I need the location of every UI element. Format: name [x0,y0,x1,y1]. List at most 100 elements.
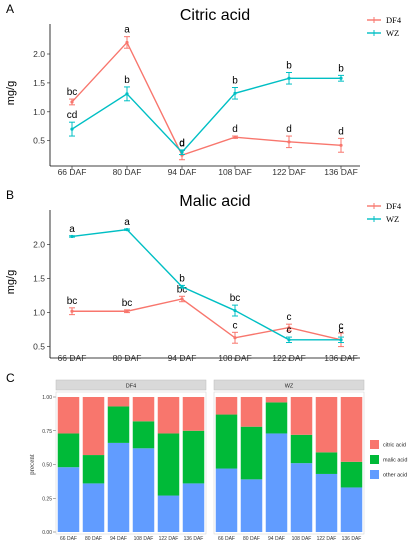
bar-segment-malic [57,433,80,468]
data-point [339,76,343,80]
x-tick-label: 108 DAF [218,167,252,177]
data-point [180,150,184,154]
bar-segment-malic [215,414,238,469]
significance-letter: c [233,320,238,331]
bar-segment-citric [82,397,105,456]
legend-swatch [370,470,379,479]
y-tick-label: 1.5 [33,78,45,88]
facet-strip [55,379,207,391]
bar-segment-other [290,463,313,532]
x-tick-label: 108 DAF [134,536,154,542]
x-tick-label: 66 DAF [58,167,87,177]
data-point [339,143,343,147]
legend-label: DF4 [386,15,402,25]
bar-segment-citric [290,397,313,435]
data-point [70,127,74,131]
x-tick-label: 122 DAF [272,353,306,363]
bar-segment-citric [107,397,130,407]
bar-segment-malic [265,402,288,434]
significance-letter: a [124,217,130,228]
bar-segment-citric [157,397,180,434]
bar-segment-malic [290,434,313,464]
significance-letter: d [232,124,238,135]
significance-letter: c [287,312,292,323]
data-point [180,285,184,289]
bar-segment-other [315,473,338,532]
bar-segment-other [82,483,105,532]
significance-letter: d [338,126,344,137]
data-point [233,336,237,340]
x-tick-label: 94 DAF [268,536,285,542]
x-tick-label: 94 DAF [110,536,127,542]
bar-segment-citric [182,397,205,431]
significance-letter: bc [230,293,241,304]
data-point [125,309,129,313]
panel-letter: C [6,371,15,385]
facet-strip [213,379,365,391]
bar-segment-citric [265,397,288,403]
x-tick-label: 94 DAF [168,353,197,363]
bar-segment-malic [182,430,205,484]
x-tick-label: 80 DAF [85,536,102,542]
data-point [233,91,237,95]
bar-segment-other [215,468,238,532]
x-tick-label: 108 DAF [292,536,312,542]
bar-segment-citric [315,397,338,453]
y-tick-label: 0.00 [42,530,52,536]
bar-segment-malic [107,406,130,443]
x-tick-label: 136 DAF [324,353,358,363]
bar-segment-other [57,467,80,532]
data-point [233,308,237,313]
data-point [125,92,129,96]
bar-segment-citric [215,397,238,415]
y-tick-label: 1.5 [33,274,45,284]
y-tick-label: 0.25 [42,496,52,502]
bar-segment-malic [157,433,180,496]
x-tick-label: 66 DAF [58,353,87,363]
significance-letter: b [232,76,238,87]
significance-letter: a [69,224,75,235]
data-point [287,76,291,80]
series-line-df4 [72,298,342,341]
x-tick-label: 66 DAF [218,536,235,542]
y-tick-label: 0.75 [42,429,52,435]
data-point [287,140,291,144]
bar-segment-malic [132,421,155,449]
y-tick-label: 0.50 [42,463,52,469]
significance-letter: d [179,138,185,149]
significance-letter: a [124,25,130,36]
data-point [70,234,74,239]
x-tick-label: 94 DAF [168,167,197,177]
bar-segment-other [132,448,155,532]
significance-letter: b [338,63,344,74]
bar-segment-malic [82,455,105,484]
y-tick-label: 0.5 [33,136,45,146]
x-tick-label: 136 DAF [324,167,358,177]
data-point [339,338,343,342]
x-tick-label: 122 DAF [159,536,179,542]
y-tick-label: 2.0 [33,240,45,250]
bar-segment-other [240,479,263,532]
significance-letter: d [286,124,292,135]
legend-label: WZ [386,28,399,38]
bar-segment-citric [340,397,363,462]
bar-segment-other [182,483,205,532]
bar-segment-other [157,495,180,532]
legend-swatch [370,455,379,464]
series-line-df4 [71,41,342,156]
significance-letter: b [286,60,292,71]
data-point [70,100,74,104]
data-point [287,325,291,330]
y-tick-label: 1.0 [33,308,45,318]
data-point [233,135,237,139]
legend-label: citric acid [383,443,406,449]
significance-letter: cd [67,110,78,121]
legend-label: other acid [383,473,407,479]
y-tick-label: 1.0 [33,107,45,117]
legend-label: malic acid [383,458,407,464]
x-tick-label: 136 DAF [342,536,362,542]
bar-segment-other [107,442,130,532]
facet-panel [213,391,365,535]
